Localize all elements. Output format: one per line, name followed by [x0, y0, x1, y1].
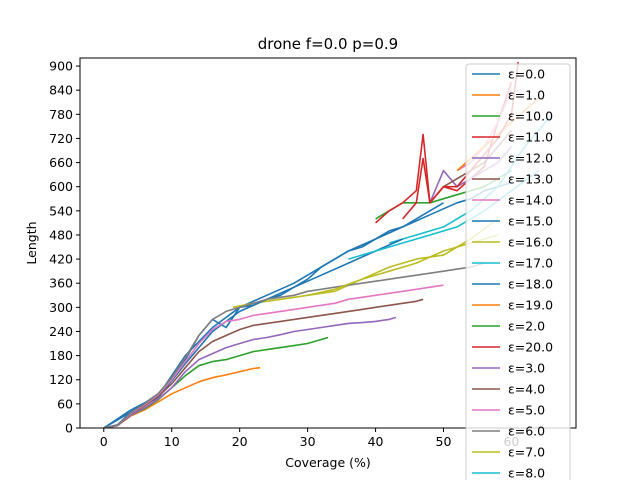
y-tick-label-11: 660 — [49, 155, 73, 170]
legend-label-0: ε=0.0 — [508, 67, 545, 82]
y-axis: 0 60 120 180 240 300 360 420 480 540 600 660 720 780 8… — [49, 59, 80, 436]
x-tick-label-0: 0 — [100, 434, 108, 449]
legend-label-3: ε=11.0 — [508, 130, 553, 145]
y-axis-label: Length — [24, 221, 39, 264]
series-line-8 — [232, 218, 499, 309]
legend-label-14: ε=3.0 — [508, 361, 545, 376]
legend: ε=0.0 ε=1.0 ε=10.0 ε=11.0 ε=12.0 ε=13.0 ε=14.0… — [465, 63, 571, 480]
series-line-17 — [103, 262, 485, 428]
y-tick-label-0: 0 — [65, 421, 73, 436]
legend-label-11: ε=19.0 — [508, 298, 553, 313]
legend-label-9: ε=17.0 — [508, 256, 553, 271]
legend-label-15: ε=4.0 — [508, 382, 545, 397]
legend-label-19: ε=8.0 — [508, 466, 545, 480]
y-tick-label-12: 720 — [49, 131, 73, 146]
y-tick-label-4: 240 — [49, 324, 73, 339]
legend-label-12: ε=2.0 — [508, 319, 545, 334]
y-tick-label-15: 900 — [49, 59, 73, 74]
x-tick-label-1: 10 — [164, 434, 180, 449]
series-line-7 — [103, 202, 444, 428]
legend-label-18: ε=7.0 — [508, 445, 545, 460]
series-line-15 — [103, 298, 424, 428]
y-tick-label-5: 300 — [49, 300, 73, 315]
series-line-16 — [103, 284, 444, 428]
legend-label-1: ε=1.0 — [508, 88, 545, 103]
chart-title: drone f=0.0 p=0.9 — [258, 35, 398, 53]
y-tick-label-3: 180 — [49, 348, 73, 363]
legend-label-13: ε=20.0 — [508, 340, 553, 355]
legend-label-6: ε=14.0 — [508, 193, 553, 208]
x-axis-label: Coverage (%) — [285, 455, 371, 470]
series-line-12 — [103, 336, 329, 428]
series-line-14 — [103, 316, 397, 428]
x-tick-label-4: 40 — [368, 434, 384, 449]
plot-frame — [79, 57, 577, 429]
legend-label-8: ε=16.0 — [508, 235, 553, 250]
x-tick-label-2: 20 — [232, 434, 248, 449]
x-tick-label-5: 50 — [436, 434, 452, 449]
y-tick-label-10: 600 — [49, 179, 73, 194]
x-axis: 0102030405060 — [100, 428, 519, 449]
legend-label-17: ε=6.0 — [508, 424, 545, 439]
y-tick-label-8: 480 — [49, 227, 73, 242]
y-tick-label-14: 840 — [49, 83, 73, 98]
y-tick-label-7: 420 — [49, 252, 73, 267]
y-tick-label-1: 60 — [57, 396, 73, 411]
legend-box — [465, 63, 571, 480]
legend-label-16: ε=5.0 — [508, 403, 545, 418]
y-tick-label-2: 120 — [49, 372, 73, 387]
y-tick-label-9: 540 — [49, 203, 73, 218]
y-tick-label-13: 780 — [49, 107, 73, 122]
y-tick-label-6: 360 — [49, 276, 73, 291]
legend-label-5: ε=13.0 — [508, 172, 553, 187]
x-tick-label-3: 30 — [300, 434, 316, 449]
legend-label-2: ε=10.0 — [508, 109, 553, 124]
legend-label-7: ε=15.0 — [508, 214, 553, 229]
legend-label-4: ε=12.0 — [508, 151, 553, 166]
legend-label-10: ε=18.0 — [508, 277, 553, 292]
